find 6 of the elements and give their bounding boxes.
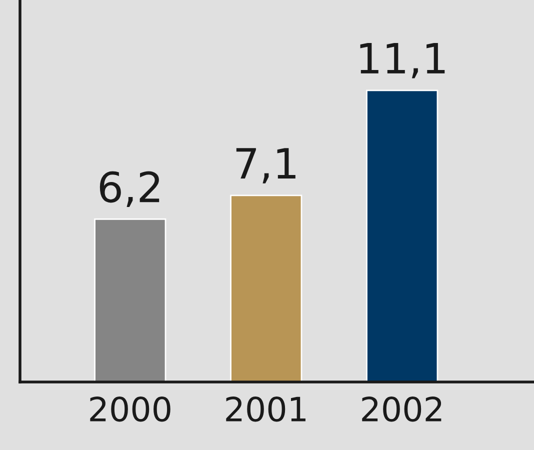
x-tick-label: 2001 xyxy=(226,396,306,422)
data-label: 11,1 xyxy=(360,43,445,78)
x-tick-label: 2002 xyxy=(362,396,442,422)
data-label: 6,2 xyxy=(100,171,160,207)
x-tick-label: 2000 xyxy=(90,396,170,422)
data-label: 7,1 xyxy=(236,148,296,184)
